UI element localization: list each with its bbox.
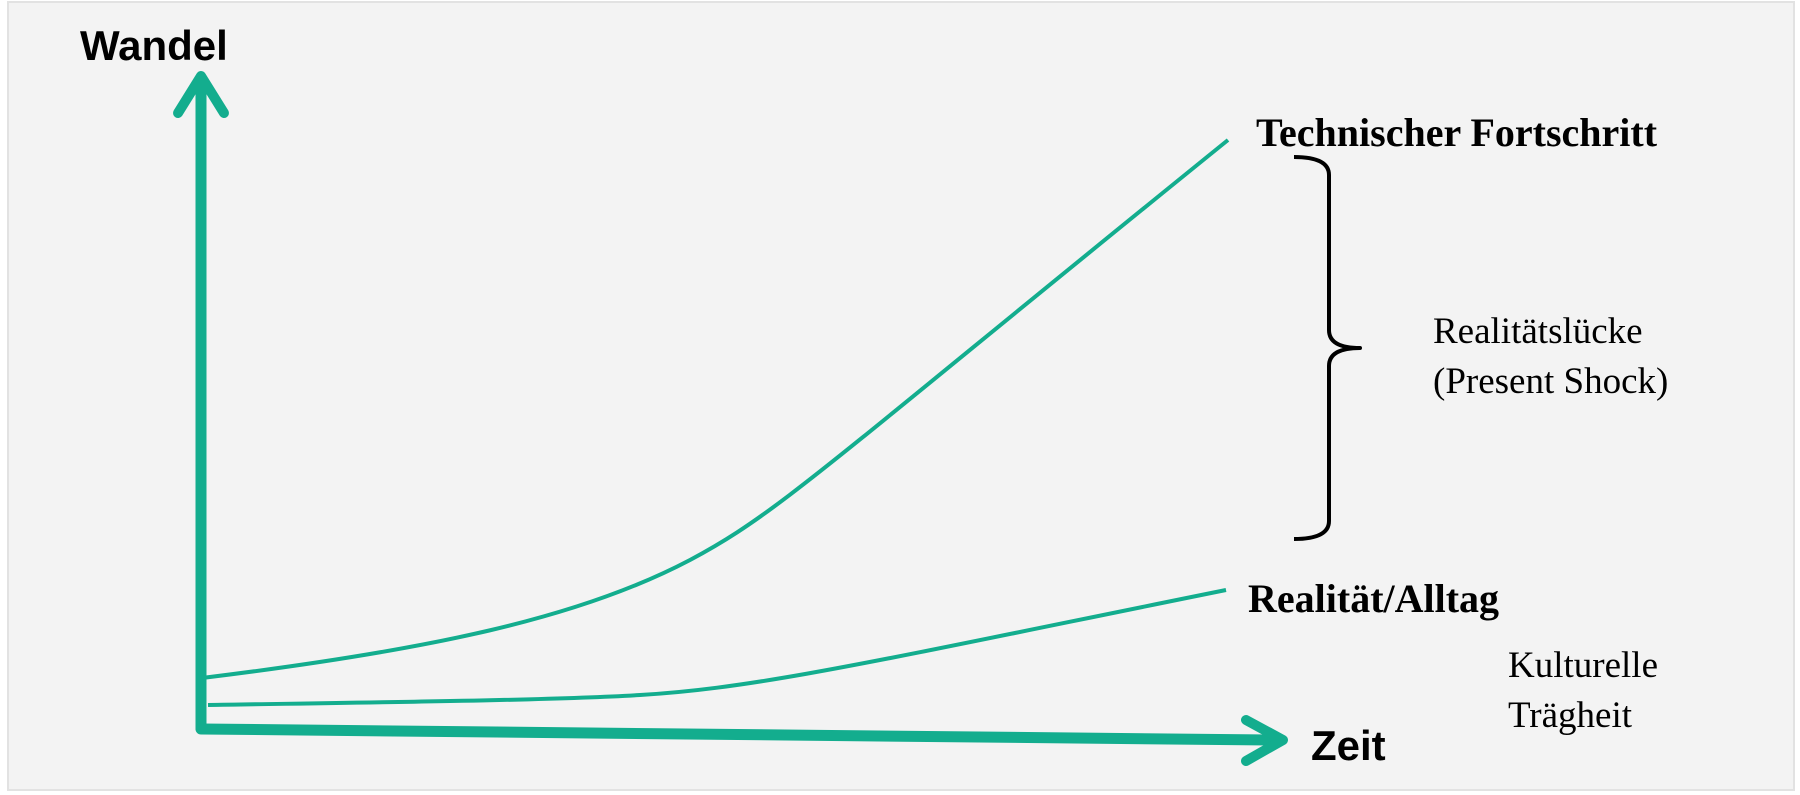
x-axis-label: Zeit bbox=[1311, 722, 1386, 769]
x-axis-arrowhead bbox=[1241, 715, 1288, 766]
y-axis-label: Wandel bbox=[80, 22, 228, 69]
reality-gap-label-line1: Realitätslücke bbox=[1433, 311, 1643, 352]
curve-technischer-fortschritt bbox=[201, 138, 1230, 680]
y-axis bbox=[173, 71, 229, 734]
curve-label-technischer-fortschritt: Technischer Fortschritt bbox=[1256, 110, 1658, 155]
curve-realitaet-alltag bbox=[207, 588, 1227, 707]
reality-gap-label-line2: (Present Shock) bbox=[1433, 361, 1668, 402]
diagram-background bbox=[7, 1, 1795, 791]
cultural-inertia-label-line2: Trägheit bbox=[1508, 695, 1633, 736]
y-axis-arrowhead bbox=[173, 71, 229, 118]
x-axis bbox=[195, 715, 1288, 766]
curve-label-realitaet-alltag: Realität/Alltag bbox=[1248, 576, 1499, 621]
cultural-inertia-label-line1: Kulturelle bbox=[1508, 645, 1658, 686]
reality-gap-brace bbox=[1293, 155, 1362, 541]
x-axis-line bbox=[195, 723, 1276, 746]
